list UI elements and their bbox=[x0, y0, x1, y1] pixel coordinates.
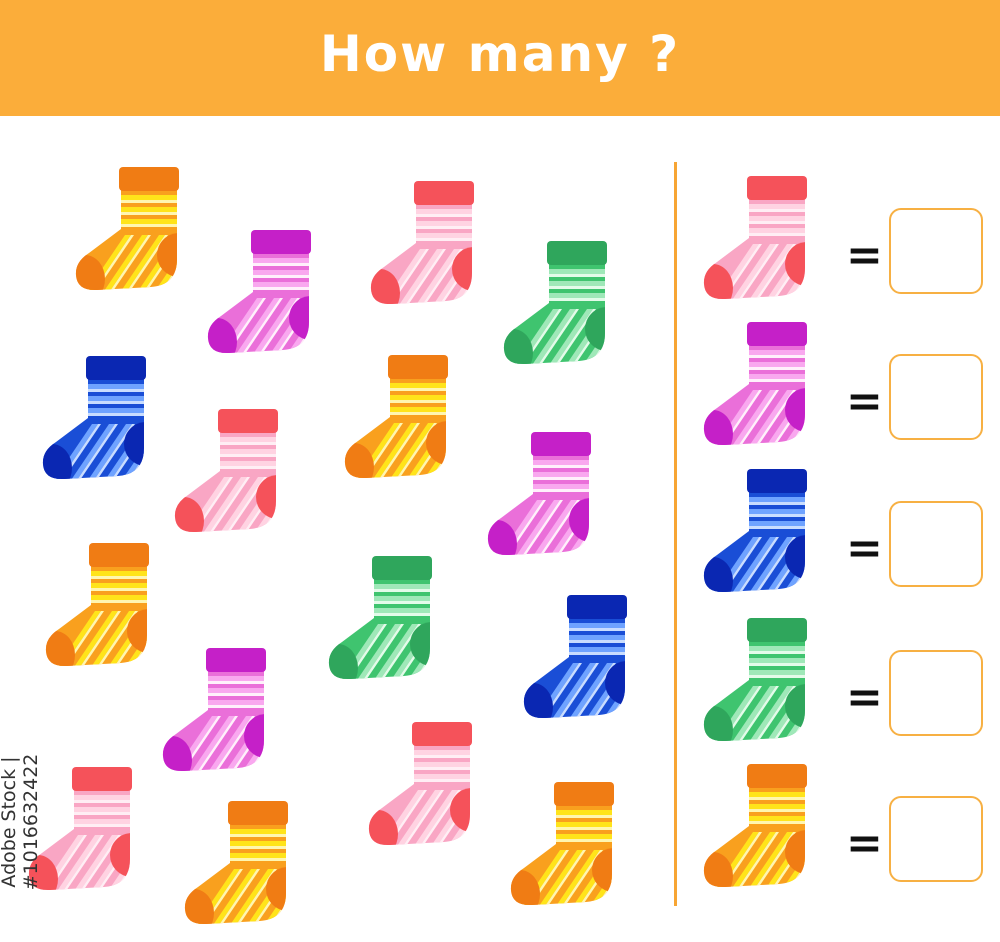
answer-box-blue[interactable] bbox=[889, 501, 983, 587]
sock-pink bbox=[368, 722, 472, 846]
divider bbox=[674, 162, 677, 906]
sock-orange bbox=[75, 167, 179, 291]
sock-pink bbox=[174, 409, 278, 533]
answer-box-orange[interactable] bbox=[889, 796, 983, 882]
sock-orange bbox=[45, 543, 149, 667]
answer-sock-orange bbox=[703, 764, 807, 888]
watermark: Adobe Stock | #1016632422 bbox=[0, 753, 42, 891]
sock-green bbox=[328, 556, 432, 680]
sock-orange bbox=[344, 355, 448, 479]
answer-sock-green bbox=[703, 618, 807, 742]
sock-purple bbox=[207, 230, 311, 354]
sock-blue bbox=[523, 595, 627, 719]
answer-sock-blue bbox=[703, 469, 807, 593]
sock-pink bbox=[370, 181, 474, 305]
header-banner: How many ? bbox=[0, 0, 1000, 116]
equals-sign: = bbox=[846, 672, 883, 723]
page-title: How many ? bbox=[319, 25, 681, 83]
equals-sign: = bbox=[846, 818, 883, 869]
sock-green bbox=[503, 241, 607, 365]
answer-sock-purple bbox=[703, 322, 807, 446]
answer-box-pink[interactable] bbox=[889, 208, 983, 294]
equals-sign: = bbox=[846, 230, 883, 281]
sock-orange bbox=[510, 782, 614, 906]
sock-purple bbox=[162, 648, 266, 772]
sock-blue bbox=[42, 356, 146, 480]
sock-purple bbox=[487, 432, 591, 556]
answer-sock-pink bbox=[703, 176, 807, 300]
equals-sign: = bbox=[846, 376, 883, 427]
equals-sign: = bbox=[846, 523, 883, 574]
sock-orange bbox=[184, 801, 288, 925]
sock-pink bbox=[28, 767, 132, 891]
answer-box-green[interactable] bbox=[889, 650, 983, 736]
answer-box-purple[interactable] bbox=[889, 354, 983, 440]
